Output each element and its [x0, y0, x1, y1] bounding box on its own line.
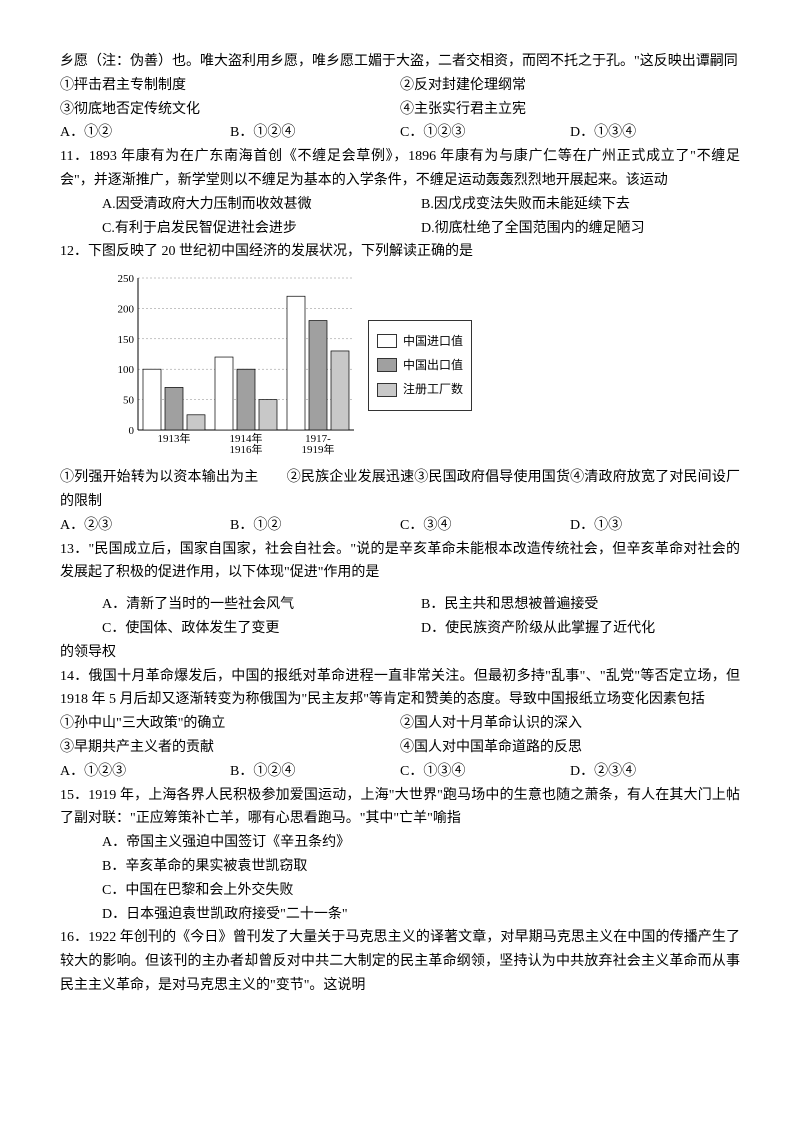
q11-opt-a[interactable]: A.因受清政府大力压制而收效甚微 — [102, 193, 421, 217]
q13-options: A．清新了当时的一些社会风气 B．民主共和思想被普遍接受 C．使国体、政体发生了… — [60, 593, 740, 641]
q15-options: A．帝国主义强迫中国签订《辛丑条约》 B．辛亥革命的果实被袁世凯窃取 C．中国在… — [60, 831, 740, 926]
intro-statements-row2: ③彻底地否定传统文化 ④主张实行君主立宪 — [60, 98, 740, 122]
q11-opt-b[interactable]: B.因戊戌变法失败而未能延续下去 — [421, 193, 740, 217]
q11-text: 11．1893 年康有为在广东南海首创《不缠足会草例》，1896 年康有为与康广… — [60, 145, 740, 193]
intro-s2: ②反对封建伦理纲常 — [400, 74, 740, 98]
q15-opt-c[interactable]: C．中国在巴黎和会上外交失败 — [102, 879, 740, 903]
bar-chart-svg: 0501001502002501913年1914年1916年1917-1919年 — [100, 270, 360, 460]
q14-opt-b[interactable]: B．①②④ — [230, 760, 400, 784]
spacer — [60, 585, 740, 593]
q14-statements-row1: ①孙中山"三大政策"的确立 ②国人对十月革命认识的深入 — [60, 712, 740, 736]
legend-swatch-2 — [377, 383, 397, 397]
chart-legend: 中国进口值 中国出口值 注册工厂数 — [368, 320, 472, 411]
q15-opt-b[interactable]: B．辛亥革命的果实被袁世凯窃取 — [102, 855, 740, 879]
q14-s2: ②国人对十月革命认识的深入 — [400, 712, 740, 736]
q13-d-tail: 的领导权 — [60, 641, 740, 665]
svg-text:100: 100 — [118, 364, 135, 376]
intro-s4: ④主张实行君主立宪 — [400, 98, 740, 122]
q12-chart: 0501001502002501913年1914年1916年1917-1919年… — [100, 270, 740, 460]
legend-swatch-1 — [377, 358, 397, 372]
q14-opt-a[interactable]: A．①②③ — [60, 760, 230, 784]
q14-s3: ③早期共产主义者的贡献 — [60, 736, 400, 760]
intro-answers: A．①② B．①②④ C．①②③ D．①③④ — [60, 121, 740, 145]
legend-label-0: 中国进口值 — [403, 331, 463, 351]
intro-text: 乡愿（注：伪善）也。唯大盗利用乡愿，唯乡愿工媚于大盗，二者交相资，而罔不托之于孔… — [60, 50, 740, 74]
q14-s1: ①孙中山"三大政策"的确立 — [60, 712, 400, 736]
intro-statements-row1: ①抨击君主专制制度 ②反对封建伦理纲常 — [60, 74, 740, 98]
svg-text:1919年: 1919年 — [302, 442, 335, 456]
q11-options: A.因受清政府大力压制而收效甚微 B.因戊戌变法失败而未能延续下去 C.有利于启… — [60, 193, 740, 241]
legend-item-1: 中国出口值 — [377, 355, 463, 375]
q12-opt-a[interactable]: A．②③ — [60, 514, 230, 538]
q12-opt-d[interactable]: D．①③ — [570, 514, 740, 538]
intro-opt-c[interactable]: C．①②③ — [400, 121, 570, 145]
legend-label-2: 注册工厂数 — [403, 379, 463, 399]
q12-text: 12．下图反映了 20 世纪初中国经济的发展状况，下列解读正确的是 — [60, 240, 740, 264]
q16-text: 16．1922 年创刊的《今日》曾刊发了大量关于马克思主义的译著文章，对早期马克… — [60, 926, 740, 997]
q14-opt-c[interactable]: C．①③④ — [400, 760, 570, 784]
q13-opt-a[interactable]: A．清新了当时的一些社会风气 — [102, 593, 421, 617]
legend-item-0: 中国进口值 — [377, 331, 463, 351]
svg-text:0: 0 — [129, 425, 135, 437]
intro-opt-d[interactable]: D．①③④ — [570, 121, 740, 145]
q13-text: 13．"民国成立后，国家自国家，社会自社会。"说的是辛亥革命未能根本改造传统社会… — [60, 538, 740, 586]
q14-statements-row2: ③早期共产主义者的贡献 ④国人对中国革命道路的反思 — [60, 736, 740, 760]
legend-label-1: 中国出口值 — [403, 355, 463, 375]
intro-opt-a[interactable]: A．①② — [60, 121, 230, 145]
q12-opt-c[interactable]: C．③④ — [400, 514, 570, 538]
q14-text: 14．俄国十月革命爆发后，中国的报纸对革命进程一直非常关注。但最初多持"乱事"、… — [60, 665, 740, 713]
q14-s4: ④国人对中国革命道路的反思 — [400, 736, 740, 760]
svg-text:1916年: 1916年 — [230, 442, 263, 456]
legend-item-2: 注册工厂数 — [377, 379, 463, 399]
q11-opt-d[interactable]: D.彻底杜绝了全国范围内的缠足陋习 — [421, 217, 740, 241]
q12-answers: A．②③ B．①② C．③④ D．①③ — [60, 514, 740, 538]
q12-opt-b[interactable]: B．①② — [230, 514, 400, 538]
q12-post: ①列强开始转为以资本输出为主 ②民族企业发展迅速③民国政府倡导使用国货④清政府放… — [60, 466, 740, 514]
svg-text:200: 200 — [118, 304, 135, 316]
q15-text: 15．1919 年，上海各界人民积极参加爱国运动，上海"大世界"跑马场中的生意也… — [60, 784, 740, 832]
q13-opt-b[interactable]: B．民主共和思想被普遍接受 — [421, 593, 740, 617]
intro-opt-b[interactable]: B．①②④ — [230, 121, 400, 145]
q14-opt-d[interactable]: D．②③④ — [570, 760, 740, 784]
q11-opt-c[interactable]: C.有利于启发民智促进社会进步 — [102, 217, 421, 241]
q13-opt-c[interactable]: C．使国体、政体发生了变更 — [102, 617, 421, 641]
intro-s1: ①抨击君主专制制度 — [60, 74, 400, 98]
svg-text:50: 50 — [123, 395, 135, 407]
q13-opt-d[interactable]: D．使民族资产阶级从此掌握了近代化 — [421, 617, 740, 641]
intro-s3: ③彻底地否定传统文化 — [60, 98, 400, 122]
q14-answers: A．①②③ B．①②④ C．①③④ D．②③④ — [60, 760, 740, 784]
q15-opt-a[interactable]: A．帝国主义强迫中国签订《辛丑条约》 — [102, 831, 740, 855]
svg-text:1914年: 1914年 — [230, 431, 263, 445]
svg-text:150: 150 — [118, 334, 135, 346]
svg-text:1913年: 1913年 — [158, 431, 191, 445]
legend-swatch-0 — [377, 334, 397, 348]
svg-text:250: 250 — [118, 273, 135, 285]
q15-opt-d[interactable]: D．日本强迫袁世凯政府接受"二十一条" — [102, 903, 740, 927]
